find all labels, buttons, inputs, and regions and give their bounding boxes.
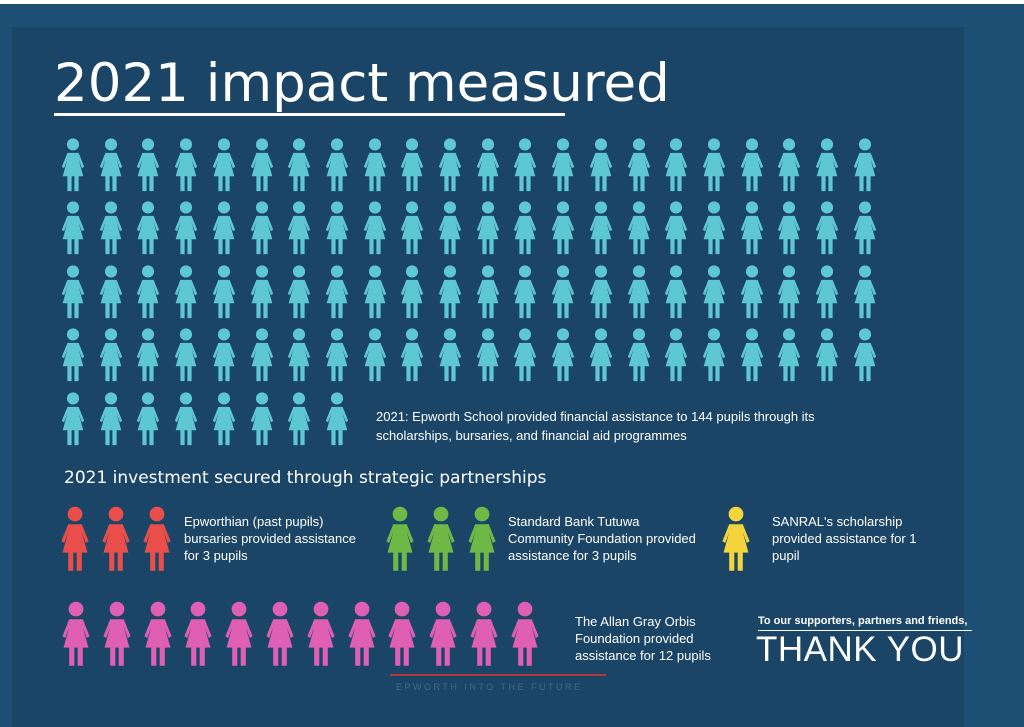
partnership-sanral-text: SANRAL's scholarship provided assistance… bbox=[772, 514, 917, 563]
partnership-epworthian-text: Epworthian (past pupils) bursaries provi… bbox=[184, 514, 356, 563]
page-title: 2021 impact measured bbox=[54, 53, 670, 114]
footer-tagline: EPWORTH INTO THE FUTURE bbox=[396, 682, 583, 692]
footer-rule bbox=[390, 674, 606, 676]
partnerships-heading: 2021 investment secured through strategi… bbox=[64, 468, 547, 488]
thanks-subline: To our supporters, partners and friends, bbox=[758, 615, 968, 627]
partnership-standard-bank-text: Standard Bank Tutuwa Community Foundatio… bbox=[508, 514, 696, 563]
thanks-rule bbox=[758, 630, 972, 631]
thank-you-text: THANK YOU bbox=[756, 630, 965, 669]
partnership-allan-gray-text: The Allan Gray Orbis Foundation provided… bbox=[575, 614, 711, 663]
title-underline bbox=[54, 113, 565, 116]
main-caption: 2021: Epworth School provided financial … bbox=[376, 409, 815, 443]
